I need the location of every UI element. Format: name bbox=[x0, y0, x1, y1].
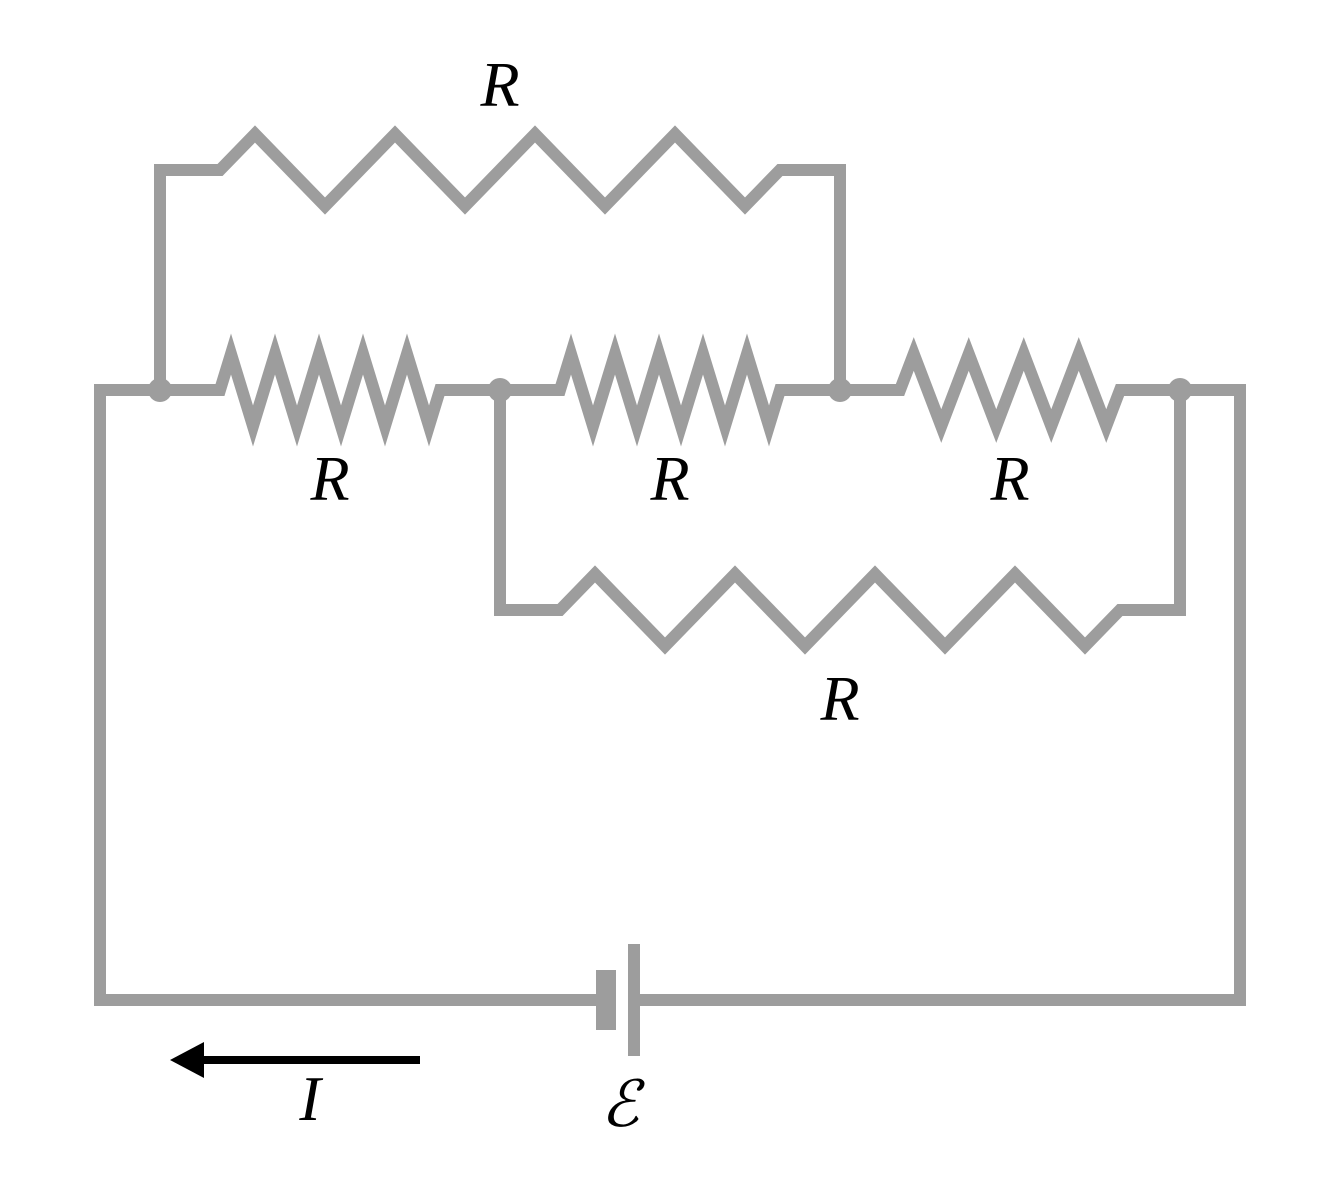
resistor-label: R bbox=[649, 443, 689, 514]
resistor-label: R bbox=[989, 443, 1029, 514]
current-label: I bbox=[298, 1063, 323, 1134]
resistor bbox=[160, 134, 840, 206]
emf-label: ℰ bbox=[601, 1069, 646, 1140]
resistor-label: R bbox=[479, 49, 519, 120]
junction-node bbox=[828, 378, 852, 402]
wire bbox=[100, 390, 160, 1000]
resistor bbox=[500, 574, 1180, 646]
current-arrow-head bbox=[170, 1042, 204, 1078]
resistor-label: R bbox=[819, 663, 859, 734]
resistor bbox=[160, 354, 500, 426]
junction-node bbox=[488, 378, 512, 402]
wire bbox=[1180, 390, 1240, 1000]
resistor bbox=[840, 354, 1180, 426]
resistor-label: R bbox=[309, 443, 349, 514]
junction-node bbox=[148, 378, 172, 402]
resistor bbox=[500, 354, 840, 426]
junction-node bbox=[1168, 378, 1192, 402]
